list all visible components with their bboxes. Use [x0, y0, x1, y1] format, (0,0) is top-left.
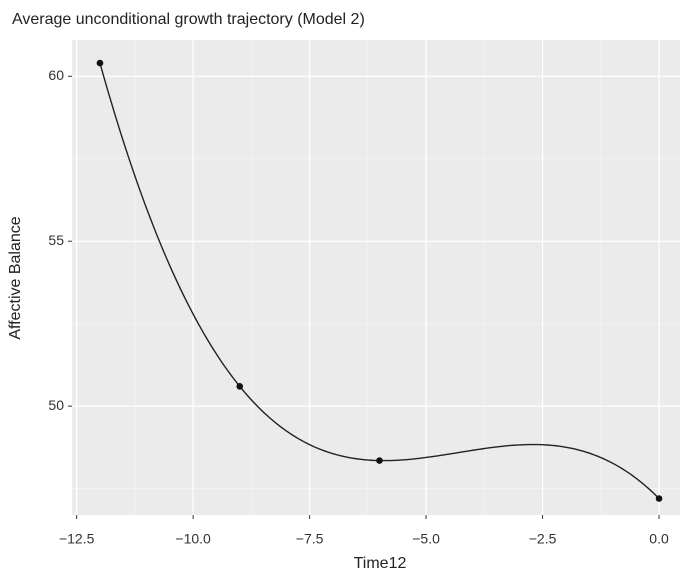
x-tick-label: 0.0	[649, 531, 669, 547]
y-axis-label: Affective Balance	[7, 216, 24, 339]
x-tick-label: −12.5	[59, 531, 95, 547]
chart-title: Average unconditional growth trajectory …	[12, 11, 365, 28]
x-tick-label: −7.5	[296, 531, 324, 547]
y-tick-label: 50	[48, 397, 64, 413]
point	[96, 59, 104, 67]
point	[376, 457, 383, 464]
plot-panel	[72, 40, 680, 515]
x-tick-label: −10.0	[175, 531, 211, 547]
x-tick-label: −5.0	[412, 531, 440, 547]
x-tick-label: −2.5	[529, 531, 557, 547]
point	[655, 495, 663, 502]
point	[236, 383, 244, 390]
y-tick-label: 60	[48, 67, 64, 83]
y-tick-label: 55	[48, 232, 64, 248]
x-axis-label: Time12	[354, 555, 407, 572]
